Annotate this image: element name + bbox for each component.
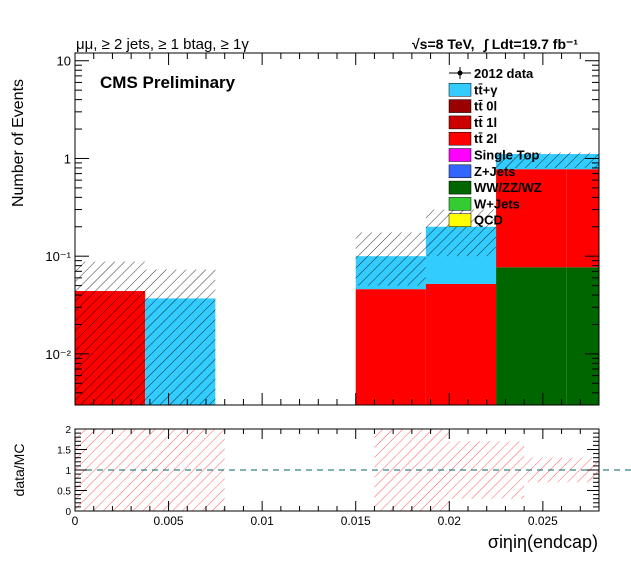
- x-tick-label: 0.015: [341, 514, 371, 528]
- legend-item: tt̄+γ: [448, 82, 498, 97]
- ratio-axes: 0 0.5 1 1.5 2 0 0.005 0.01 0.015 0.02 0.025: [57, 425, 600, 528]
- legend-item: QCD: [448, 213, 503, 228]
- y-tick-label: 10⁻²: [45, 347, 71, 362]
- bar-tt2l: [496, 169, 567, 268]
- legend-swatch: [448, 115, 472, 130]
- uncertainty-band: [496, 152, 567, 168]
- ratio-y-tick-label: 2: [65, 425, 71, 436]
- legend-swatch: [448, 180, 472, 195]
- bar-tt2l: [425, 283, 497, 405]
- selection-label: μμ, ≥ 2 jets, ≥ 1 btag, ≥ 1γ: [76, 36, 249, 53]
- legend-label: tt̄ 2l: [474, 131, 497, 146]
- ratio-y-tick-label: 1: [65, 466, 71, 477]
- legend-label: Single Top: [474, 148, 540, 163]
- legend-label: tt̄ 1l: [474, 115, 497, 130]
- y-tick-label: 10: [57, 54, 71, 69]
- legend-item: 2012 data: [449, 66, 534, 81]
- ratio-y-tick-label: 0: [65, 507, 71, 518]
- legend-swatch: [448, 213, 472, 227]
- legend-swatch: [448, 164, 472, 179]
- legend-swatch: [448, 99, 472, 113]
- mc-uncertainty: [75, 152, 599, 405]
- ratio-y-tick-label: 1.5: [57, 446, 71, 457]
- legend-label: QCD: [474, 213, 503, 228]
- legend-data-marker: [457, 70, 463, 76]
- energy-label: √s=8 TeV,: [412, 36, 475, 52]
- bar-tt2l: [355, 289, 426, 405]
- bar-tt2l: [566, 169, 599, 268]
- main-axes: 10⁻² 10⁻¹ 1 10: [45, 53, 600, 406]
- legend-label: WW/ZZ/WZ: [474, 180, 542, 195]
- legend-swatch: [448, 148, 472, 162]
- legend-label: 2012 data: [474, 66, 534, 81]
- x-tick-label: 0: [72, 514, 79, 528]
- legend-item: tt̄ 2l: [448, 131, 497, 146]
- x-tick-label: 0.005: [154, 514, 184, 528]
- uncertainty-band: [355, 232, 426, 286]
- cms-label: CMS Preliminary: [100, 73, 236, 92]
- y-axis-title: Number of Events: [10, 79, 27, 207]
- x-tick-label: 0.025: [528, 514, 558, 528]
- legend-label: tt̄ 0l: [474, 99, 497, 114]
- x-tick-label: 0.01: [250, 514, 274, 528]
- bar-diboson: [496, 267, 567, 405]
- uncertainty-band: [145, 269, 216, 405]
- x-axis-title: σiηiη(endcap): [488, 532, 598, 552]
- bar-diboson: [566, 267, 599, 405]
- legend-item: tt̄ 0l: [448, 99, 497, 114]
- y-tick-label: 1: [64, 151, 71, 166]
- ratio-y-title: data/MC: [11, 444, 27, 497]
- legend-item: W+Jets: [448, 196, 520, 211]
- legend-label: tt̄+γ: [474, 82, 498, 97]
- legend-swatch: [448, 131, 472, 146]
- legend-label: Z+Jets: [474, 164, 516, 179]
- lumi-label: ∫ Ldt=19.7 fb⁻¹: [483, 36, 578, 53]
- legend-swatch: [448, 197, 472, 211]
- uncertainty-band: [566, 152, 599, 168]
- ratio-y-tick-label: 0.5: [57, 487, 71, 498]
- legend-label: W+Jets: [474, 196, 520, 211]
- legend-item: Z+Jets: [448, 164, 516, 179]
- legend-item: WW/ZZ/WZ: [448, 180, 542, 195]
- uncertainty-band: [75, 261, 146, 405]
- legend-swatch: [448, 83, 472, 97]
- x-tick-label: 0.02: [438, 514, 462, 528]
- legend-item: tt̄ 1l: [448, 115, 497, 130]
- legend-item: Single Top: [448, 148, 540, 163]
- y-tick-label: 10⁻¹: [45, 249, 71, 264]
